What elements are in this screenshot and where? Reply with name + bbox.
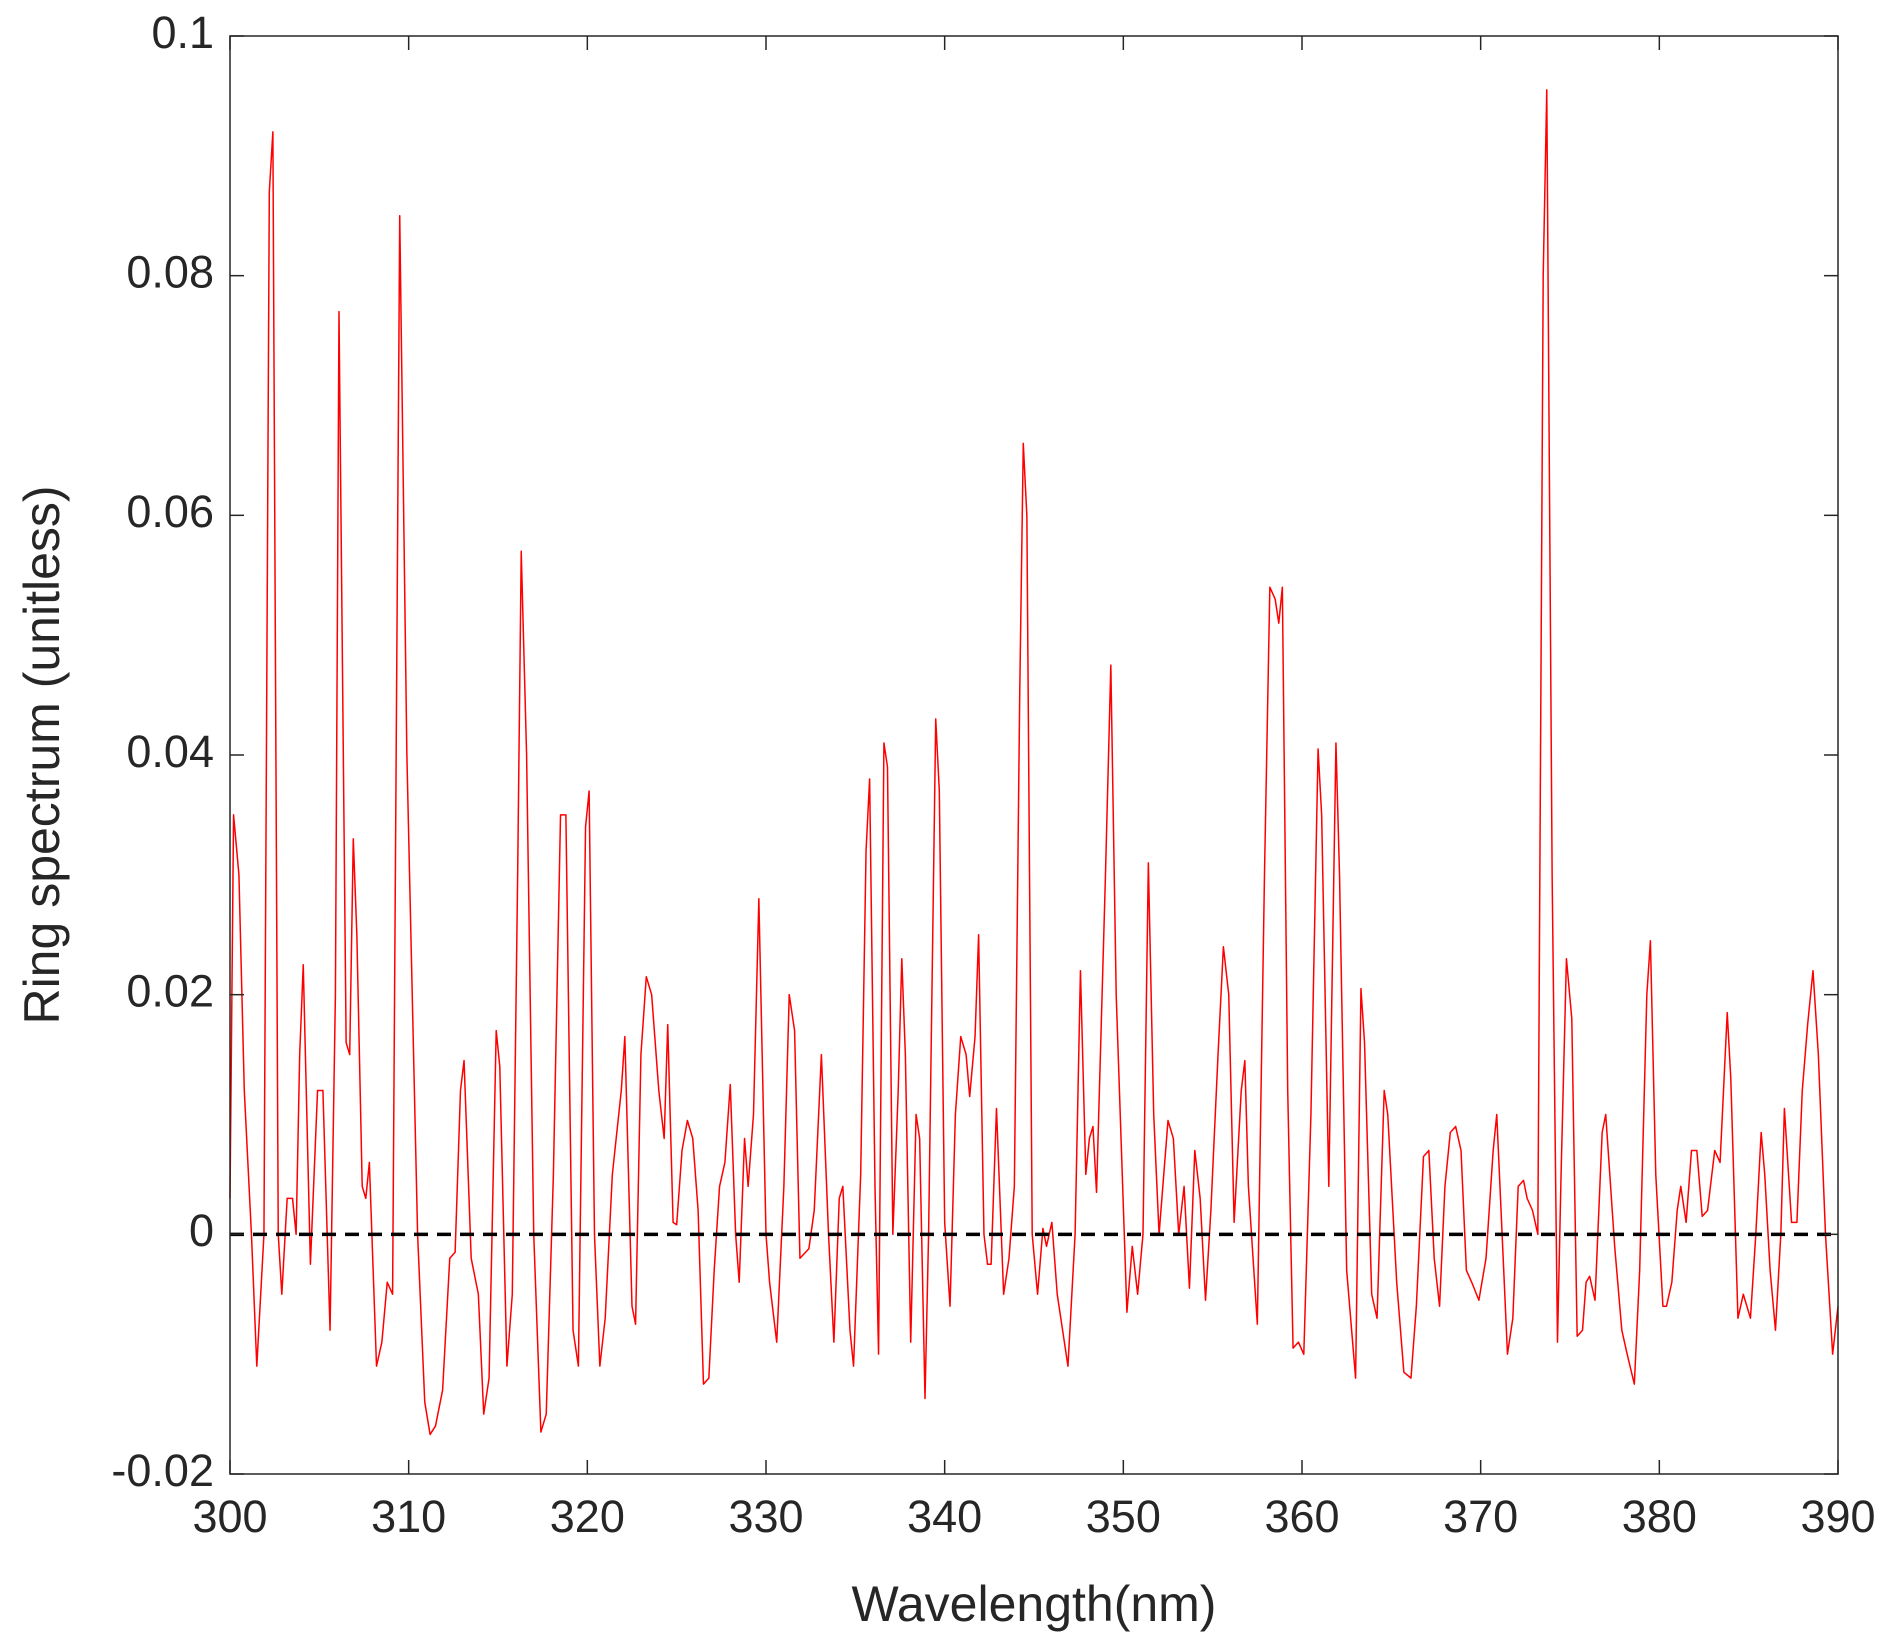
y-tick-label: 0.04 (126, 726, 214, 777)
y-tick-label: 0.08 (126, 247, 214, 298)
x-tick-label: 370 (1443, 1491, 1518, 1542)
x-axis-label: Wavelength(nm) (852, 1576, 1217, 1632)
y-axis-label: Ring spectrum (unitless) (14, 485, 70, 1024)
x-tick-label: 320 (550, 1491, 625, 1542)
y-tick-label: 0.06 (126, 486, 214, 537)
x-tick-label: 310 (371, 1491, 446, 1542)
x-tick-label: 340 (907, 1491, 982, 1542)
y-tick-label: 0.1 (151, 7, 214, 58)
x-tick-label: 330 (728, 1491, 803, 1542)
y-tick-label: 0.02 (126, 966, 214, 1017)
x-tick-label: 300 (192, 1491, 267, 1542)
data-line (229, 89, 1839, 1436)
x-tick-label: 350 (1086, 1491, 1161, 1542)
x-tick-label: 380 (1622, 1491, 1697, 1542)
x-tick-label: 390 (1800, 1491, 1875, 1542)
y-tick-label: 0 (189, 1205, 214, 1256)
y-tick-label: -0.02 (111, 1445, 214, 1496)
x-tick-label: 360 (1264, 1491, 1339, 1542)
